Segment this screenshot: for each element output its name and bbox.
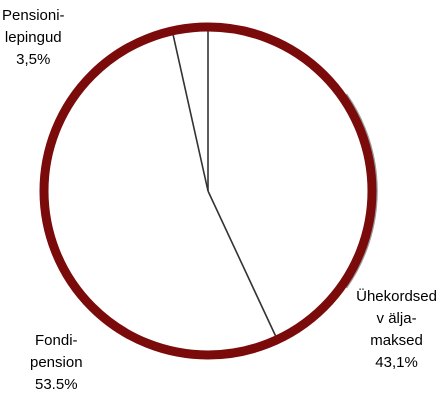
slice-divider (207, 190, 279, 340)
slice-label-line: pension (30, 354, 83, 371)
slice-label-uhekordsed: Ühekordsed v älja- maksed 43,1% (356, 286, 437, 374)
pie-shadow (345, 93, 378, 289)
slice-label-line: Fondi- (35, 332, 78, 349)
slice-percent: 3,5% (16, 51, 51, 68)
pie-slice (44, 30, 278, 355)
slice-percent: 43,1% (375, 354, 418, 371)
slice-label-line: v älja- (376, 310, 417, 327)
slice-label-line: lepingud (4, 29, 62, 46)
slice-label-line: Pensioni- (2, 7, 65, 24)
slice-percent: 53.5% (35, 376, 78, 393)
pie-outline (39, 22, 377, 360)
slice-divider (171, 30, 209, 192)
slice-label-pensionilepingud: Pensioni- lepingud 3,5% (2, 5, 65, 71)
pie-slice (208, 27, 373, 340)
slice-label-line: Ühekordsed (356, 288, 437, 305)
slice-label-line: maksed (370, 332, 423, 349)
slice-label-fondipension: Fondi- pension 53.5% (30, 330, 83, 396)
